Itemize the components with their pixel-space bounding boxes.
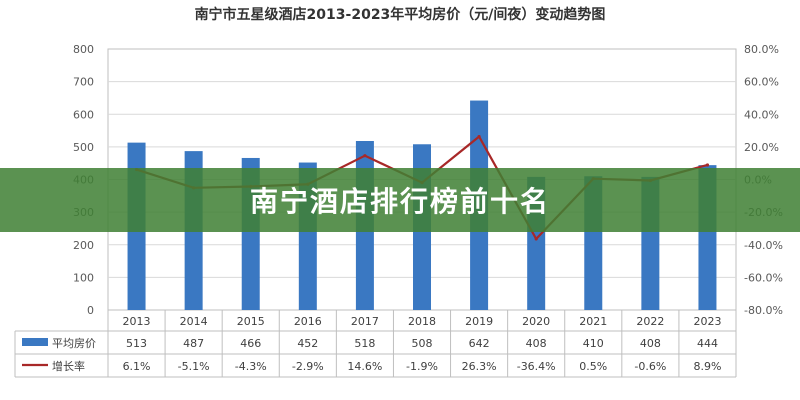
chart-title: 南宁市五星级酒店2013-2023年平均房价（元/间夜）变动趋势图 xyxy=(195,6,606,23)
y-left-tick-label: 600 xyxy=(73,108,94,121)
line-point xyxy=(534,237,538,241)
line-point xyxy=(477,134,481,139)
y-left-tick-label: 100 xyxy=(73,271,94,284)
bar-data-label: 452 xyxy=(297,337,318,350)
line-data-label: 8.9% xyxy=(693,360,721,373)
line-point xyxy=(705,163,710,167)
y-left-tick-label: 800 xyxy=(73,43,94,56)
line-data-label: -36.4% xyxy=(517,360,556,373)
y-right-tick-label: -60.0% xyxy=(744,271,783,284)
banner-title: 南宁酒店排行榜前十名 xyxy=(249,185,550,218)
x-tick-label: 2017 xyxy=(351,315,379,328)
x-tick-label: 2018 xyxy=(408,315,436,328)
line-data-label: -2.9% xyxy=(292,360,324,373)
y-left-tick-label: 200 xyxy=(73,239,94,252)
y-right-tick-label: -40.0% xyxy=(744,239,783,252)
line-data-label: 14.6% xyxy=(347,360,382,373)
x-tick-label: 2021 xyxy=(579,315,607,328)
x-tick-label: 2014 xyxy=(180,315,208,328)
y-left-tick-label: 700 xyxy=(73,76,94,89)
legend-label-line: 增长率 xyxy=(52,359,85,373)
bar-data-label: 410 xyxy=(583,337,604,350)
x-tick-label: 2020 xyxy=(522,315,550,328)
line-data-label: 0.5% xyxy=(579,360,607,373)
y-right-tick-label: 60.0% xyxy=(744,76,779,89)
overlay-banner: 南宁酒店排行榜前十名 xyxy=(0,168,800,232)
line-data-label: -1.9% xyxy=(406,360,438,373)
y-left-tick-label: 500 xyxy=(73,141,94,154)
bar-data-label: 513 xyxy=(126,337,147,350)
legend-key-bar xyxy=(22,338,48,346)
y-right-tick-label: 40.0% xyxy=(744,108,779,121)
x-tick-label: 2022 xyxy=(636,315,664,328)
line-data-label: 6.1% xyxy=(123,360,151,373)
data-table: 2013 513 6.1% 2014 487 -5.1% 2015 466 -4.3% 2016 4… xyxy=(14,310,737,378)
line-data-label: -0.6% xyxy=(634,360,666,373)
x-tick-label: 2019 xyxy=(465,315,493,328)
bar-data-label: 466 xyxy=(240,337,261,350)
line-data-label: -5.1% xyxy=(178,360,210,373)
bar-data-label: 444 xyxy=(697,337,718,350)
bar-data-label: 642 xyxy=(469,337,490,350)
x-tick-label: 2023 xyxy=(693,315,721,328)
bar-data-label: 487 xyxy=(183,337,204,350)
legend-label-bar: 平均房价 xyxy=(52,337,96,350)
x-tick-label: 2015 xyxy=(237,315,265,328)
line-data-label: 26.3% xyxy=(462,360,497,373)
bar-data-label: 518 xyxy=(354,337,375,350)
y-right-tick-label: -80.0% xyxy=(744,304,783,317)
bar-data-label: 408 xyxy=(640,337,661,350)
bar-data-label: 508 xyxy=(412,337,433,350)
y-right-tick-label: 80.0% xyxy=(744,43,779,56)
bar-data-label: 408 xyxy=(526,337,547,350)
x-tick-label: 2016 xyxy=(294,315,322,328)
y-left-tick-label: 0 xyxy=(87,304,94,317)
x-tick-label: 2013 xyxy=(123,315,151,328)
line-point xyxy=(363,154,367,158)
line-data-label: -4.3% xyxy=(235,360,267,373)
y-right-tick-label: 20.0% xyxy=(744,141,779,154)
